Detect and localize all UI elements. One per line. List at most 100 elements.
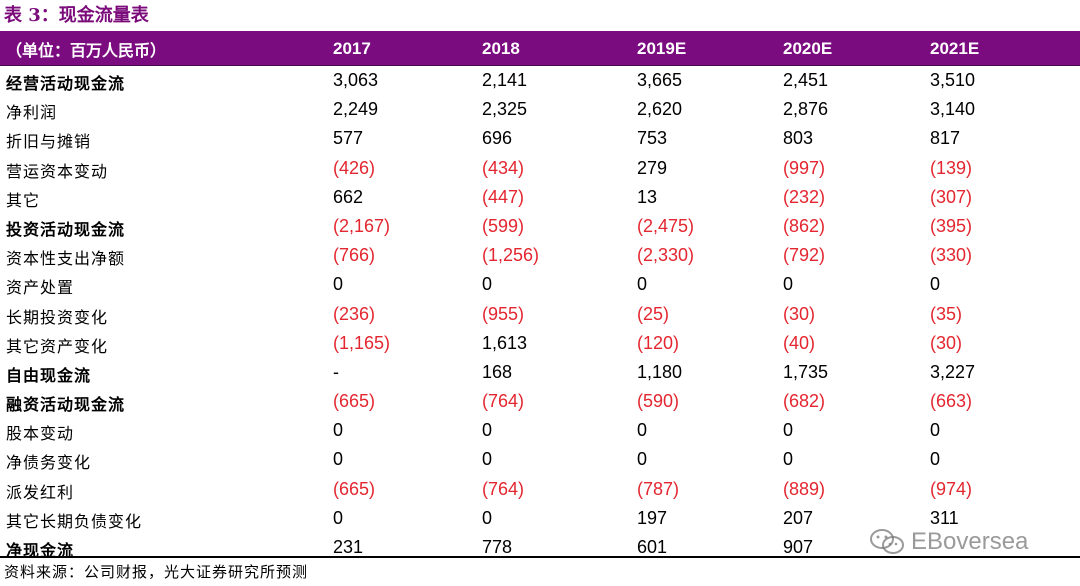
table-cell: 0 [637, 449, 648, 470]
table-cell: (330) [930, 245, 973, 266]
year-header: 2021E [930, 39, 980, 58]
table-cell: 0 [637, 420, 648, 441]
table-cell: (447) [482, 186, 525, 207]
table-cell: (590) [637, 391, 680, 412]
table-cell: 0 [637, 274, 648, 295]
watermark-text: EBoversea [911, 528, 1029, 555]
table-row: 经营活动现金流 3,063 2,141 3,665 2,451 3,510 [0, 66, 1080, 95]
row-label: 资产处置 [6, 278, 75, 298]
table-cell: (139) [930, 157, 973, 178]
table-cell: 0 [333, 449, 344, 470]
year-header: 2017 [333, 39, 371, 58]
source-note: 资料来源：公司财报，光大证券研究所预测 [4, 563, 309, 581]
table-cell: 231 [333, 537, 364, 557]
table-row: 资本性支出净额 (766) (1,256) (2,330) (792) (330) [0, 241, 1080, 270]
table-cell: 0 [930, 274, 941, 295]
table-cell: (2,475) [637, 215, 695, 236]
table-cell: - [333, 361, 339, 382]
table-cell: (307) [930, 186, 973, 207]
table-cell: 0 [783, 274, 794, 295]
table-row: 其它长期负债变化 0 0 197 207 311 [0, 504, 1080, 533]
table-cell: (2,167) [333, 215, 391, 236]
table-cell: (889) [783, 478, 826, 499]
table-cell: (395) [930, 215, 973, 236]
table-cell: 197 [637, 507, 668, 528]
table-cell: (25) [637, 303, 670, 324]
table-cell: (434) [482, 157, 525, 178]
table-cell: 279 [637, 157, 668, 178]
wechat-icon [870, 529, 904, 554]
table-cell: 778 [482, 537, 513, 557]
table-row: 净现金流 231 778 601 907 [0, 533, 1080, 562]
table-cell: 662 [333, 186, 364, 207]
table-cell: (787) [637, 478, 680, 499]
row-label: 融资活动现金流 [6, 395, 126, 415]
row-label: 其它资产变化 [6, 336, 109, 356]
table-cell: 2,620 [637, 99, 683, 120]
table-cell: (120) [637, 332, 680, 353]
row-label: 净现金流 [6, 541, 75, 560]
table-cell: 2,141 [482, 70, 528, 90]
table-cell: 1,180 [637, 361, 683, 382]
table-cell: (35) [930, 303, 963, 324]
table-cell: 907 [783, 537, 814, 557]
table-body: 经营活动现金流 3,063 2,141 3,665 2,451 3,510 净利润 2,249… [0, 66, 1080, 562]
year-header: 2019E [637, 39, 687, 58]
table-cell: (236) [333, 303, 376, 324]
row-label: 经营活动现金流 [6, 74, 126, 93]
cash-flow-table: （单位：百万人民币） 2017 2018 2019E 2020E 2021E 经… [0, 31, 1080, 562]
table-cell: 753 [637, 128, 668, 149]
table-row: 营运资本变动 (426) (434) 279 (997) (139) [0, 154, 1080, 183]
table-row: 折旧与摊销 577 696 753 803 817 [0, 124, 1080, 153]
table-cell: (766) [333, 245, 376, 266]
table-row: 融资活动现金流 (665) (764) (590) (682) (663) [0, 387, 1080, 416]
table-row: 净利润 2,249 2,325 2,620 2,876 3,140 [0, 95, 1080, 124]
row-label: 派发红利 [6, 482, 75, 502]
table-cell: 0 [930, 449, 941, 470]
table-cell: 13 [637, 186, 658, 207]
table-cell: (764) [482, 391, 525, 412]
table-cell: 3,063 [333, 70, 379, 90]
table-row: 派发红利 (665) (764) (787) (889) (974) [0, 475, 1080, 504]
row-label: 股本变动 [6, 424, 75, 444]
table-cell: 0 [482, 420, 493, 441]
row-label: 营运资本变动 [6, 161, 109, 181]
table-cell: 696 [482, 128, 513, 149]
table-cell: 168 [482, 361, 513, 382]
table-cell: (862) [783, 215, 826, 236]
table-cell: 601 [637, 537, 668, 557]
table-cell: 1,613 [482, 332, 528, 353]
unit-label: （单位：百万人民币） [6, 41, 167, 60]
table-cell: 2,325 [482, 99, 528, 120]
table-cell: 3,510 [930, 70, 976, 90]
table-cell: (2,330) [637, 245, 695, 266]
row-label: 投资活动现金流 [6, 219, 126, 239]
table-cell: (30) [783, 303, 816, 324]
table-row: 净债务变化 0 0 0 0 0 [0, 445, 1080, 474]
table-cell: 3,140 [930, 99, 976, 120]
table-cell: 1,735 [783, 361, 829, 382]
table-cell: 311 [930, 507, 959, 528]
table-cell: 0 [482, 449, 493, 470]
table-cell: 3,665 [637, 70, 683, 90]
row-label: 长期投资变化 [6, 307, 109, 327]
row-label: 自由现金流 [6, 365, 92, 385]
table-cell: 0 [930, 420, 941, 441]
table-cell: (792) [783, 245, 826, 266]
watermark: EBoversea [869, 527, 1028, 557]
table-cell: (232) [783, 186, 826, 207]
table-cell: 207 [783, 507, 814, 528]
table-header: （单位：百万人民币） 2017 2018 2019E 2020E 2021E [0, 31, 1080, 66]
table-row: 自由现金流 - 168 1,180 1,735 3,227 [0, 358, 1080, 387]
table-cell: (40) [783, 332, 816, 353]
table-cell: 2,451 [783, 70, 829, 90]
table-cell: (663) [930, 391, 973, 412]
table-cell: (1,256) [482, 245, 540, 266]
table-cell: (30) [930, 332, 963, 353]
table-cell: (764) [482, 478, 525, 499]
table-cell: (682) [783, 391, 826, 412]
table-cell: 577 [333, 128, 364, 149]
table-cell: (974) [930, 478, 973, 499]
year-header: 2018 [482, 39, 520, 58]
table-row: 股本变动 0 0 0 0 0 [0, 416, 1080, 445]
